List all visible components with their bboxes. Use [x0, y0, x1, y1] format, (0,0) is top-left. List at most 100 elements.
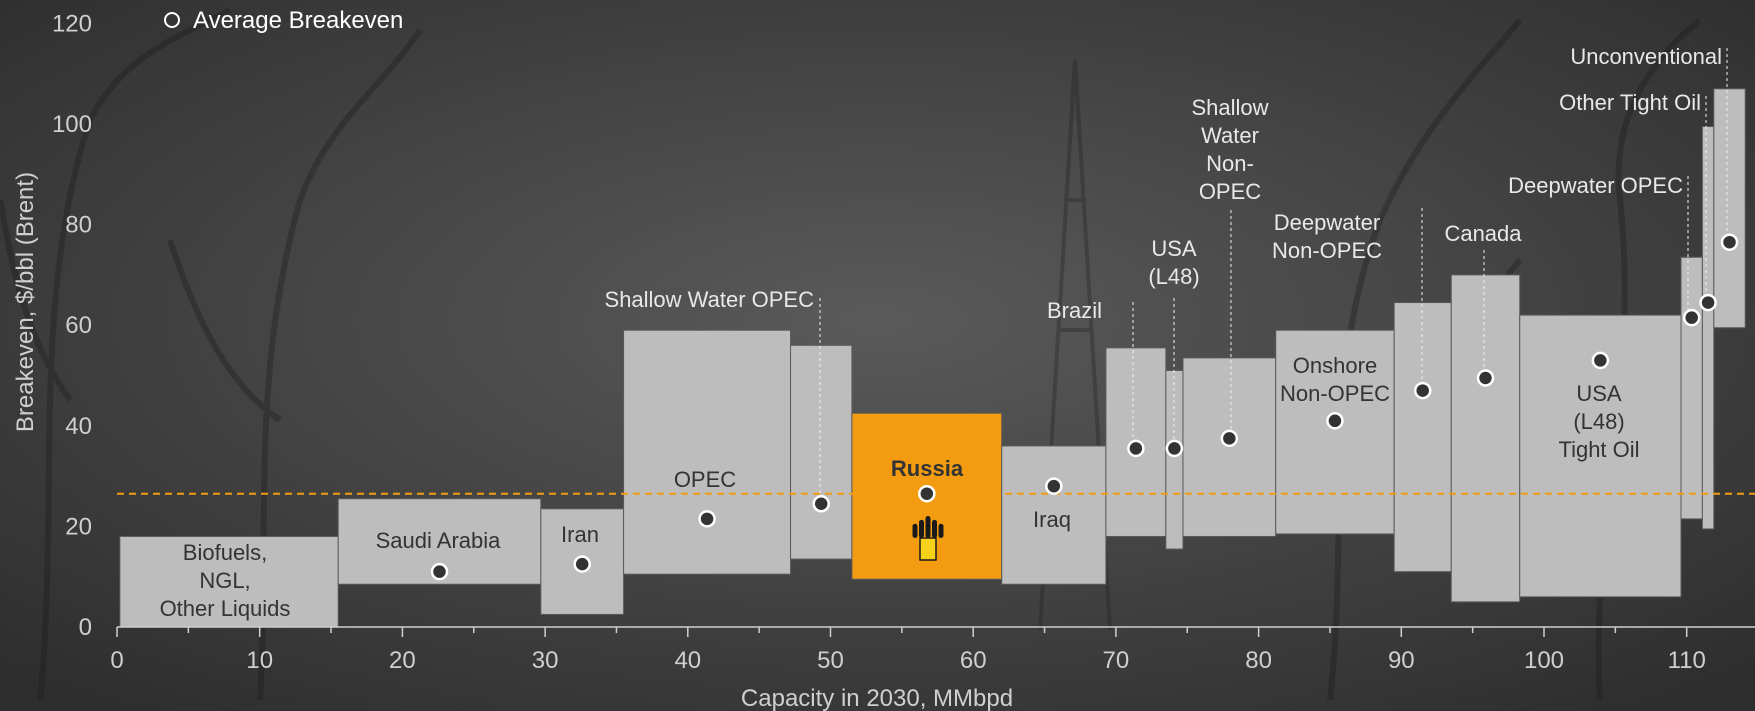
segment-label-1: Saudi Arabia [376, 528, 502, 553]
segment-box-0 [119, 535, 339, 628]
logo-flame [938, 523, 944, 538]
segment-box-16 [1713, 88, 1746, 329]
legend: Average Breakeven [164, 7, 403, 34]
rosneft-logo [912, 516, 944, 561]
x-tick-label: 30 [532, 647, 559, 674]
segment-label-2: Iran [561, 522, 599, 547]
y-tick-label: 60 [65, 312, 92, 339]
segment-label-line: USA [1151, 236, 1197, 261]
background-branch [0, 7, 232, 701]
segment-label-0: Biofuels, NGL, Other Liquids [160, 540, 291, 621]
segment-label-16: Unconventional [1570, 44, 1722, 69]
y-tick-label: 120 [52, 10, 92, 37]
x-tick-label: 90 [1388, 647, 1415, 674]
avg-breakeven-point-3 [698, 510, 716, 528]
segment-label-line: Saudi Arabia [376, 528, 502, 553]
y-tick-label: 20 [65, 513, 92, 540]
segment-label-line: Deepwater [1274, 210, 1380, 235]
segment-label-7: Brazil [1047, 298, 1102, 323]
avg-breakeven-point-14 [1682, 308, 1701, 327]
segment-label-line: Shallow [1191, 95, 1268, 120]
segment-label-line: (L48) [1573, 409, 1624, 434]
segment-label-13: USA (L48) Tight Oil [1558, 381, 1639, 462]
x-tick-label: 60 [960, 647, 987, 674]
segment-box-4 [790, 344, 853, 560]
avg-breakeven-point-2 [573, 555, 591, 573]
segment-box-6 [1001, 445, 1107, 585]
segment-label-11: Deepwater Non-OPEC [1272, 210, 1382, 263]
segment-label-line: Non-OPEC [1280, 381, 1390, 406]
segment-label-line: (L48) [1148, 264, 1199, 289]
y-tick-label: 80 [65, 212, 92, 239]
x-tick-label: 80 [1245, 647, 1272, 674]
avg-breakeven-point-13 [1591, 351, 1610, 370]
segment-box-11 [1393, 302, 1452, 573]
legend-marker [164, 12, 180, 28]
x-tick-label: 10 [246, 647, 273, 674]
segment-label-line: Canada [1444, 221, 1522, 246]
segment-box-8 [1165, 369, 1184, 550]
avg-breakeven-point-10 [1326, 412, 1344, 430]
avg-breakeven-point-8 [1165, 439, 1184, 458]
avg-breakeven-point-6 [1045, 477, 1063, 495]
x-tick-label: 70 [1103, 647, 1130, 674]
segment-label-line: Brazil [1047, 298, 1102, 323]
avg-breakeven-point-4 [812, 495, 830, 513]
segment-box-9 [1182, 357, 1277, 537]
y-tick-label: 100 [52, 111, 92, 138]
avg-breakeven-point-12 [1476, 369, 1495, 387]
segment-label-line: OPEC [1199, 179, 1261, 204]
segment-label-line: Shallow Water OPEC [605, 287, 815, 312]
segment-label-line: NGL, [199, 568, 250, 593]
segment-box-12 [1450, 274, 1521, 603]
y-tick-label: 0 [79, 614, 92, 641]
segment-label-3: OPEC [674, 467, 736, 492]
x-tick-label: 50 [817, 647, 844, 674]
axes: 0 10 20 30 40 50 60 70 80 90 100 110 0 20 40 60 80 100 120 [52, 10, 1755, 674]
y-tick-label: 40 [65, 413, 92, 440]
average-breakeven-points [430, 233, 1739, 581]
legend-label: Average Breakeven [193, 7, 403, 34]
logo-flame [925, 516, 931, 538]
segment-label-5: Russia [891, 456, 964, 481]
segment-label-line: Other Liquids [160, 596, 291, 621]
x-tick-label: 40 [674, 647, 701, 674]
segment-labels: Biofuels, NGL, Other Liquids Saudi Arabia Ir… [160, 44, 1722, 621]
x-tick-label: 100 [1524, 647, 1564, 674]
segment-label-14: Deepwater OPEC [1508, 173, 1683, 198]
avg-breakeven-point-1 [430, 562, 449, 581]
segment-label-line: Onshore [1293, 353, 1377, 378]
segment-label-line: Deepwater OPEC [1508, 173, 1683, 198]
segment-label-9: Shallow Water Non- OPEC [1191, 95, 1268, 204]
logo-flame [912, 523, 918, 538]
segment-box-14 [1680, 256, 1703, 520]
x-tick-label: 0 [110, 647, 123, 674]
logo-flame [932, 519, 937, 538]
x-tick-label: 110 [1668, 647, 1706, 674]
x-tick-label: 20 [389, 647, 416, 674]
segment-label-4: Shallow Water OPEC [605, 287, 815, 312]
avg-breakeven-point-15 [1699, 293, 1717, 312]
segment-label-line: OPEC [674, 467, 736, 492]
segment-label-line: Non-OPEC [1272, 238, 1382, 263]
segment-label-10: Onshore Non-OPEC [1280, 353, 1390, 406]
segment-label-line: Non- [1206, 151, 1254, 176]
segment-label-line: USA [1576, 381, 1622, 406]
logo-base [919, 537, 937, 561]
segment-label-line: Iran [561, 522, 599, 547]
segment-label-line: Other Tight Oil [1559, 90, 1701, 115]
segment-box-3 [623, 329, 792, 575]
segment-label-line: Biofuels, [183, 540, 267, 565]
y-axis-label: Breakeven, $/bbl (Brent) [12, 172, 39, 432]
segment-label-line: Russia [891, 456, 964, 481]
avg-breakeven-point-9 [1220, 429, 1239, 448]
segment-box-15 [1701, 126, 1715, 530]
segment-label-line: Iraq [1033, 507, 1071, 532]
avg-breakeven-point-5 [918, 484, 936, 503]
x-axis-label: Capacity in 2030, MMbpd [741, 685, 1013, 711]
segment-label-line: Unconventional [1570, 44, 1722, 69]
segment-label-12: Canada [1444, 221, 1522, 246]
avg-breakeven-point-16 [1720, 233, 1739, 251]
label-leader-lines [819, 48, 1728, 497]
